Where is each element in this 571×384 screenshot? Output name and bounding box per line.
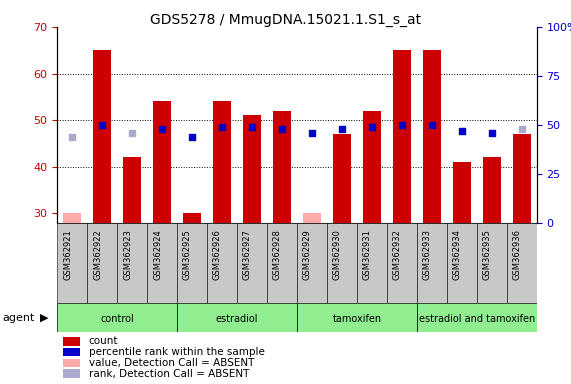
Point [367,124,376,130]
Bar [147,223,177,303]
Text: GSM362930: GSM362930 [333,229,342,280]
Bar [123,157,141,223]
Text: GSM362931: GSM362931 [363,229,372,280]
Bar [63,214,81,223]
Text: GSM362922: GSM362922 [93,229,102,280]
Bar [243,116,261,223]
Text: agent: agent [3,313,35,323]
Text: GSM362928: GSM362928 [273,229,282,280]
Bar [207,223,237,303]
Bar [93,50,111,223]
Text: estradiol: estradiol [216,314,258,324]
Text: estradiol and tamoxifen: estradiol and tamoxifen [419,314,535,324]
Text: GSM362932: GSM362932 [393,229,402,280]
Text: count: count [89,336,118,346]
Bar [237,223,267,303]
Point [98,122,107,128]
Point [278,126,287,132]
Text: GSM362921: GSM362921 [63,229,72,280]
Bar [507,223,537,303]
Bar [177,303,297,332]
Point [427,122,436,128]
Bar [117,223,147,303]
Bar [57,303,177,332]
Bar [327,223,357,303]
Text: GSM362934: GSM362934 [453,229,462,280]
Bar [387,223,417,303]
Text: GSM362927: GSM362927 [243,229,252,280]
Text: tamoxifen: tamoxifen [332,314,381,324]
Text: value, Detection Call = ABSENT: value, Detection Call = ABSENT [89,358,254,368]
Bar [357,223,387,303]
Text: GSM362925: GSM362925 [183,229,192,280]
Point [397,122,407,128]
Bar [363,111,381,223]
Point [67,134,77,140]
Point [127,129,136,136]
Bar [297,303,417,332]
Bar [423,50,441,223]
Bar [87,223,117,303]
Bar [177,223,207,303]
Point [517,126,526,132]
Text: GSM362924: GSM362924 [153,229,162,280]
Text: ▶: ▶ [40,313,49,323]
Bar [57,223,87,303]
Bar [477,223,507,303]
Bar [213,101,231,223]
Text: GSM362935: GSM362935 [482,229,492,280]
Text: GSM362929: GSM362929 [303,229,312,280]
Bar [393,50,411,223]
Text: percentile rank within the sample: percentile rank within the sample [89,347,264,357]
Text: GDS5278 / MmugDNA.15021.1.S1_s_at: GDS5278 / MmugDNA.15021.1.S1_s_at [150,13,421,27]
Point [218,124,227,130]
Point [457,127,467,134]
Text: GSM362936: GSM362936 [513,229,522,280]
Text: rank, Detection Call = ABSENT: rank, Detection Call = ABSENT [89,369,249,379]
Bar [183,214,201,223]
Point [337,126,347,132]
Bar [297,223,327,303]
Point [307,129,316,136]
Bar [333,134,351,223]
Point [487,129,496,136]
Bar [303,214,321,223]
Point [247,124,256,130]
Bar [273,111,291,223]
Bar [267,223,297,303]
Bar [417,223,447,303]
Text: GSM362926: GSM362926 [213,229,222,280]
Bar [513,134,531,223]
Text: GSM362923: GSM362923 [123,229,132,280]
Text: GSM362933: GSM362933 [423,229,432,280]
Bar [447,223,477,303]
Point [187,134,196,140]
Point [158,126,167,132]
Bar [453,162,471,223]
Bar [153,101,171,223]
Bar [482,157,501,223]
Text: control: control [100,314,134,324]
Bar [417,303,537,332]
